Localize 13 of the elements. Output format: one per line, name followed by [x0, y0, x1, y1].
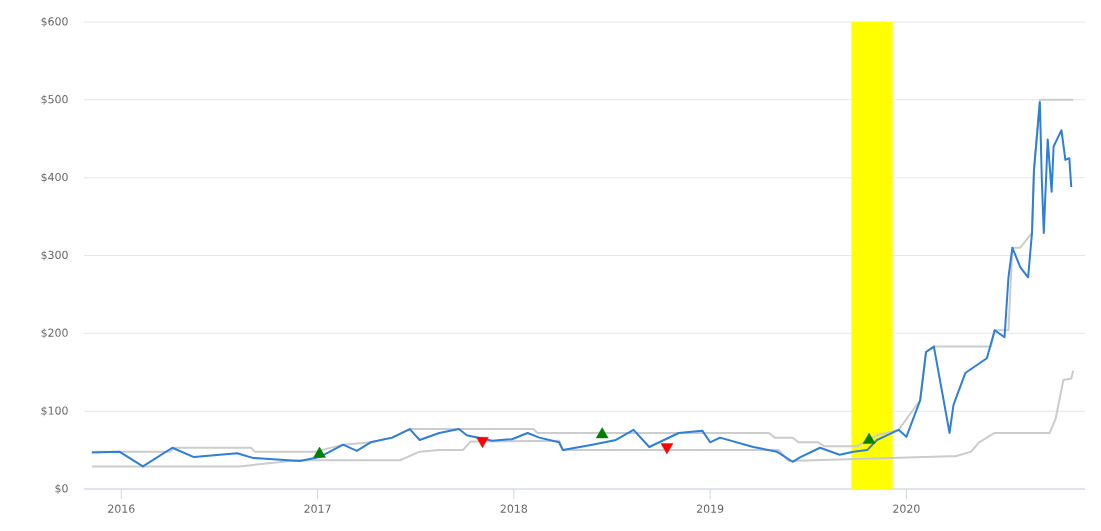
y-tick-label: $600 [41, 17, 68, 27]
y-tick-label: $400 [41, 172, 68, 183]
x-tick-label: 2017 [304, 504, 331, 513]
y-tick-label: $100 [41, 406, 68, 417]
x-tick-label: 2019 [696, 504, 724, 513]
y-tick-label: $300 [41, 250, 68, 261]
y-tick-label: $0 [55, 484, 68, 494]
line-series [90, 369, 1075, 468]
x-tick-label: 2020 [893, 504, 920, 513]
y-tick-label: $500 [41, 94, 68, 105]
x-tick-label: 2016 [108, 504, 135, 513]
y-tick-label: $200 [41, 328, 68, 339]
x-tick-label: 2018 [500, 504, 528, 513]
